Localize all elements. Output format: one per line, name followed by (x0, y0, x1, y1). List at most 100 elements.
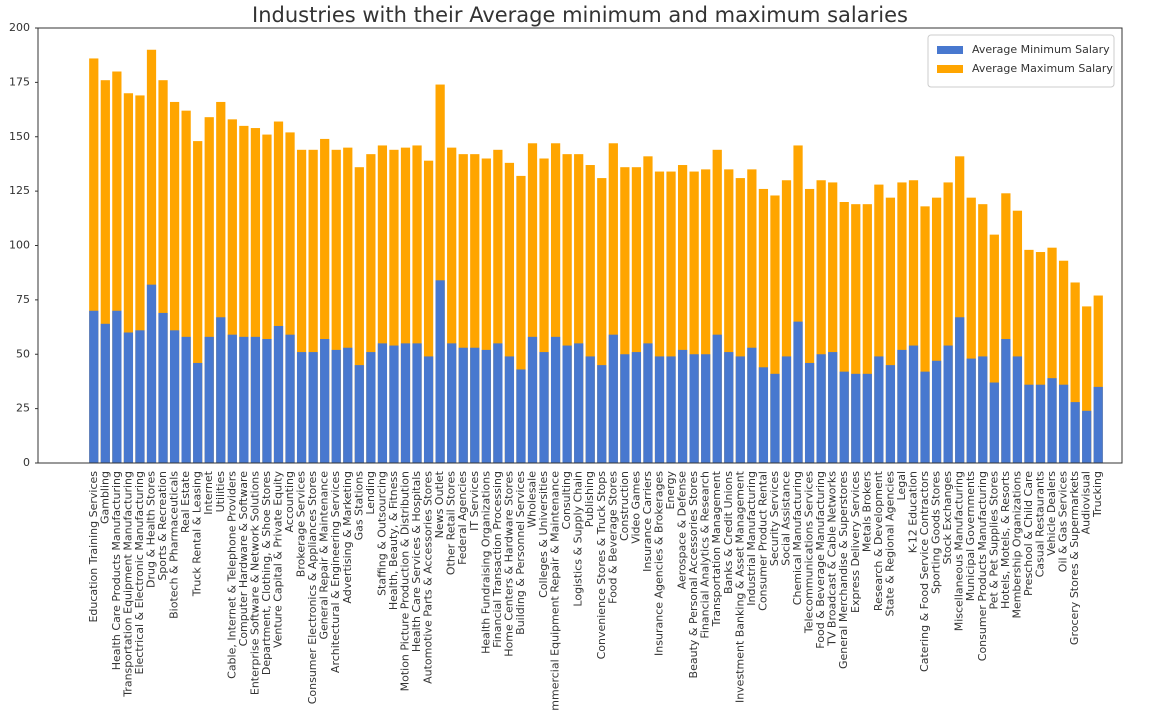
bar (377, 343, 388, 463)
bar (770, 195, 780, 463)
bar (123, 93, 134, 463)
bar (585, 165, 595, 463)
y-tick-label: 100 (9, 239, 30, 252)
bar (839, 202, 849, 463)
bar (354, 365, 364, 463)
bar (724, 169, 734, 463)
x-tick-label: Department, Clothing, & Shoe Stores (260, 471, 273, 675)
bar (1001, 193, 1011, 464)
bar (550, 143, 561, 463)
x-tick-label: Pet & Pet Supplies Stores (987, 471, 1000, 610)
x-tick-label: Convenience Stores & Truck Stops (595, 471, 608, 660)
x-tick-label: Truck Rental & Leasing (191, 471, 204, 597)
bar (978, 204, 988, 464)
bar (343, 347, 353, 463)
bar (781, 180, 792, 463)
x-tick-label: Health, Beauty, & Fitness (387, 471, 400, 610)
bar (447, 147, 457, 463)
x-tick-label: Banks & Credit Unions (722, 471, 735, 594)
bar (735, 356, 745, 463)
bar (435, 280, 445, 463)
bar (654, 171, 665, 464)
bar (458, 347, 468, 463)
x-tick-label: Health Care Products Manufacturing (110, 471, 123, 670)
bar (666, 356, 676, 463)
x-tick-label: Metals Brokers (860, 471, 873, 552)
bar (308, 149, 318, 464)
bar (851, 204, 861, 464)
bar (989, 382, 999, 463)
bar (689, 354, 699, 463)
x-tick-label: Lending (364, 471, 377, 515)
bar (135, 330, 145, 463)
bar (908, 345, 919, 463)
bar (389, 345, 399, 463)
x-tick-label: Gambling (98, 471, 111, 524)
y-tick-label: 50 (16, 347, 30, 360)
bar (262, 339, 272, 463)
bar (701, 354, 711, 463)
x-tick-label: Logistics & Supply Chain (572, 471, 585, 607)
x-tick-label: Audiovisual (1080, 471, 1093, 534)
bar (435, 84, 445, 464)
bar (1058, 260, 1069, 463)
bar (955, 317, 965, 463)
bar (308, 352, 318, 463)
x-tick-label: Social Assistance (780, 471, 793, 566)
x-tick-label: Building & Personnel Services (514, 471, 527, 635)
x-tick-label: IT Services (468, 471, 481, 531)
x-tick-label: Motion Picture Production & Distribution (399, 471, 412, 691)
bar (1070, 402, 1080, 463)
bar (504, 162, 515, 463)
bar (781, 356, 792, 463)
x-tick-label: Insurance Carriers (641, 471, 654, 572)
x-tick-label: Casual Restaurants (1034, 471, 1047, 578)
bar (620, 167, 630, 463)
x-tick-label: Consumer Products Manufacturing (976, 471, 989, 661)
bar (758, 188, 769, 463)
x-tick-label: Other Retail Stores (445, 471, 458, 575)
x-tick-label: Internet (202, 470, 215, 514)
bar (689, 171, 699, 464)
bar (262, 134, 272, 463)
bar (320, 138, 330, 464)
bar (1082, 306, 1092, 463)
x-tick-label: Real Estate (179, 471, 192, 533)
bar (920, 371, 930, 463)
bar (389, 149, 399, 464)
bar (712, 149, 722, 464)
x-tick-label: Research & Development (872, 470, 885, 611)
x-tick-label: Aerospace & Defense (676, 471, 689, 590)
bar (285, 334, 295, 463)
bar (89, 310, 99, 463)
bar (943, 182, 953, 464)
bar (493, 343, 503, 463)
y-tick-label: 75 (16, 293, 30, 306)
x-tick-label: Commercial Equipment Repair & Maintenanc… (549, 471, 562, 710)
bar (747, 169, 757, 463)
bar (931, 197, 942, 463)
x-tick-label: Membership Organizations (1010, 471, 1023, 619)
bar (978, 356, 988, 463)
bar (897, 349, 907, 463)
bar (1024, 384, 1034, 463)
x-tick-label: Preschool & Child Care (1022, 471, 1035, 596)
x-tick-label: Oil & Gas Services (1057, 471, 1070, 572)
bar (216, 317, 226, 463)
bar (758, 367, 769, 463)
bar (839, 371, 849, 463)
bar (828, 182, 838, 464)
bar (320, 339, 330, 463)
bar (1082, 410, 1092, 463)
bar (146, 284, 157, 463)
bar (989, 234, 999, 463)
x-tick-label: Consulting (560, 471, 573, 529)
bar (158, 80, 168, 463)
x-tick-label: Video Games (629, 471, 642, 544)
x-tick-label: Staffing & Outsourcing (375, 471, 388, 596)
bar (1012, 356, 1023, 463)
bar (1093, 295, 1103, 463)
x-tick-label: Financial Analytics & Research (699, 471, 712, 639)
x-tick-label: Industrial Manufacturing (745, 471, 758, 606)
x-tick-label: Chemical Manufacturing (791, 471, 804, 605)
